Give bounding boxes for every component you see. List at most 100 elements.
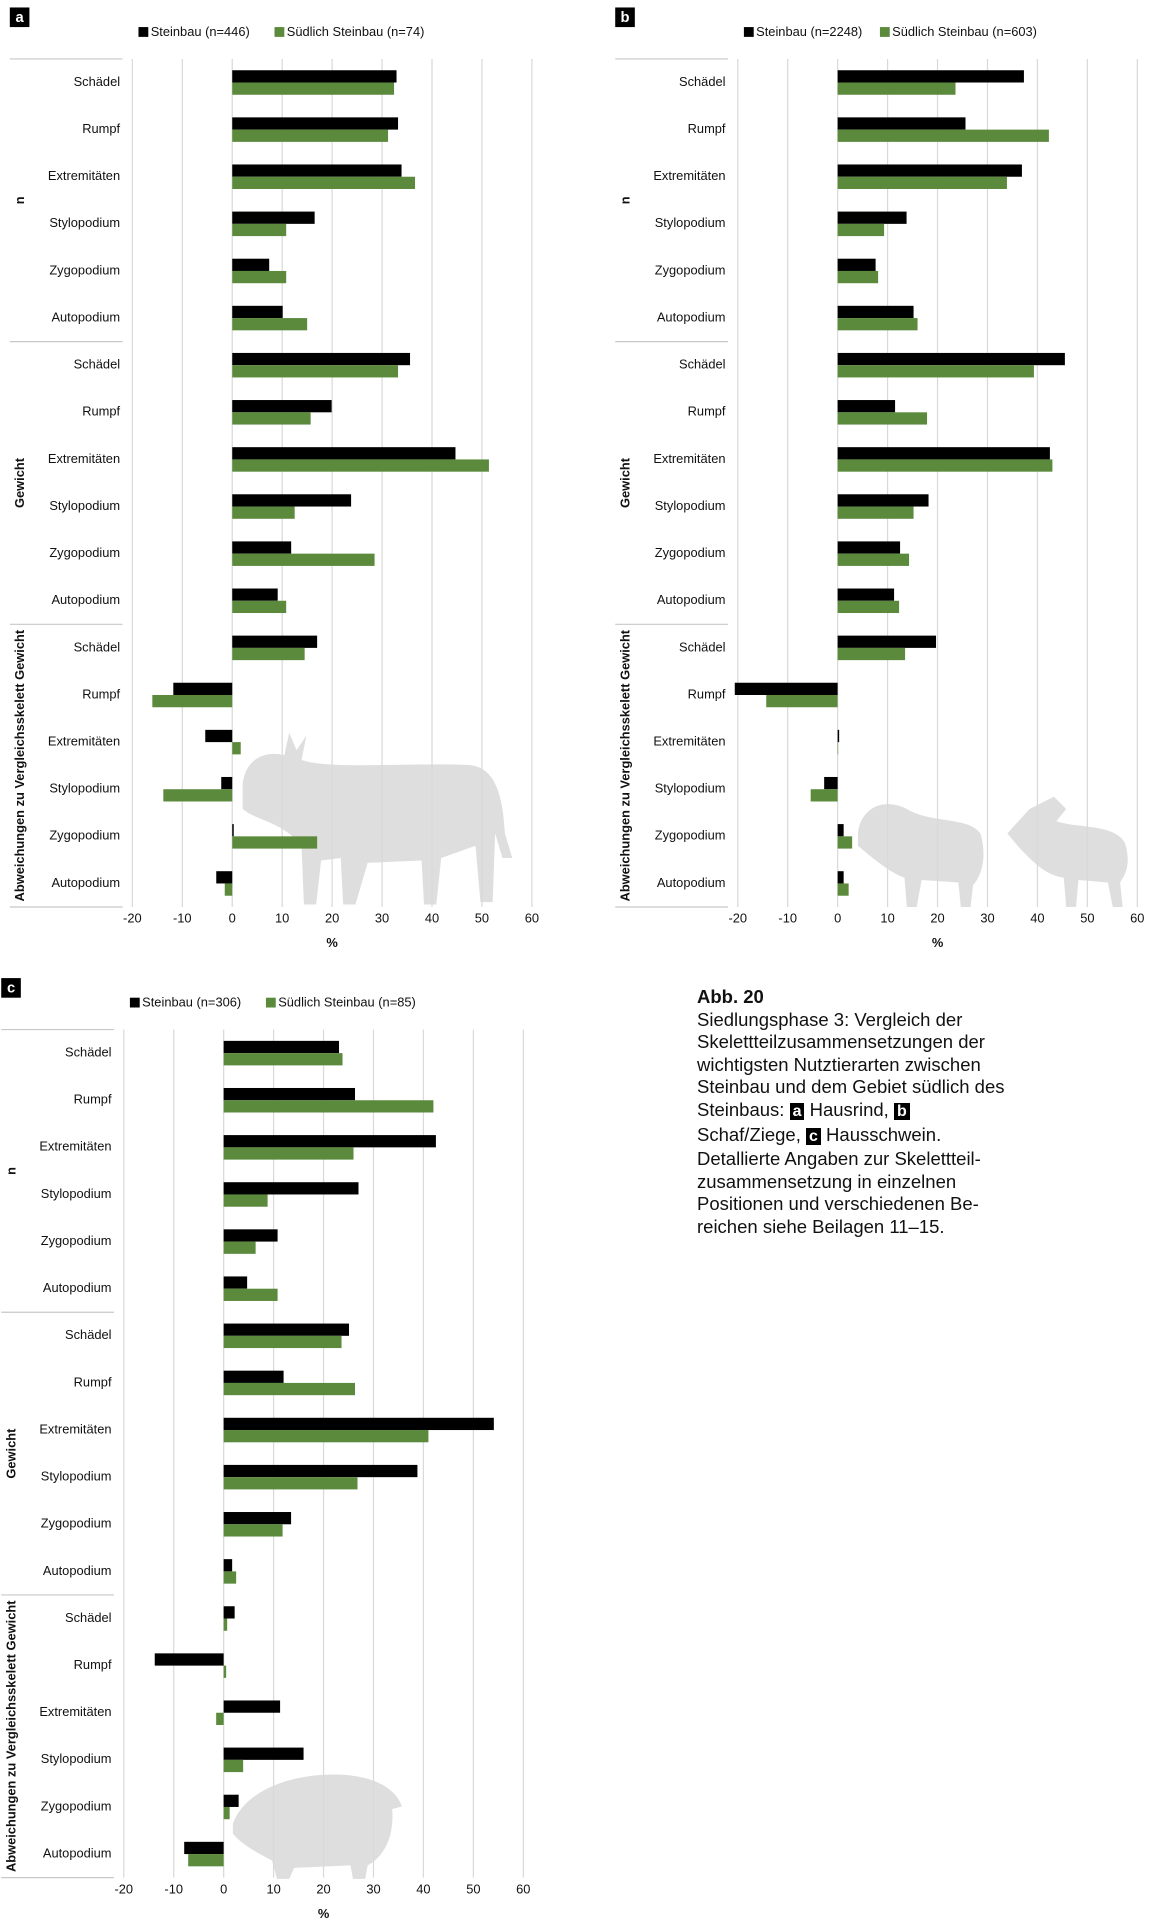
bar <box>837 223 885 237</box>
category-label: Autopodium <box>51 592 120 607</box>
bar <box>224 883 233 896</box>
x-tick-label: 40 <box>1030 911 1044 926</box>
bar <box>223 1606 235 1619</box>
sheep-silhouette <box>857 804 984 908</box>
category-label: Extremitäten <box>39 1421 111 1436</box>
caption-title: Abb. 20 <box>697 986 764 1007</box>
group-label: Abweichungen zu Vergleichsskelett Gewich… <box>618 629 633 901</box>
group-label: Abweichungen zu Vergleichsskelett Gewich… <box>12 629 27 901</box>
group-label: Gewicht <box>4 1428 19 1479</box>
x-tick-label: -10 <box>164 1881 183 1896</box>
x-tick-label: 40 <box>425 911 439 926</box>
bar <box>223 1053 343 1066</box>
category-label: Autopodium <box>43 1280 112 1295</box>
x-tick-label: 60 <box>525 911 539 926</box>
bar <box>216 871 233 884</box>
bar <box>837 824 844 837</box>
category-label: Zygopodium <box>41 1233 112 1248</box>
x-axis-label: % <box>318 1906 330 1921</box>
category-label: Extremitäten <box>48 168 120 183</box>
bar <box>232 588 278 601</box>
bar <box>221 776 233 790</box>
group-label: Gewicht <box>12 457 27 508</box>
legend-label: Steinbau (n=2248) <box>756 24 862 39</box>
bar <box>223 1524 283 1537</box>
category-label: Schädel <box>74 357 120 372</box>
bar <box>837 176 1007 189</box>
category-label: Schädel <box>65 1045 111 1060</box>
legend-swatch <box>265 997 276 1008</box>
bar <box>223 1147 354 1160</box>
category-label: Rumpf <box>82 121 120 136</box>
bar <box>232 129 389 142</box>
bar <box>837 836 853 849</box>
bar <box>173 682 233 695</box>
x-axis-label: % <box>326 935 338 950</box>
legend-label: Südlich Steinbau (n=85) <box>278 995 416 1010</box>
bar <box>837 729 840 743</box>
category-label: Schädel <box>65 1327 111 1342</box>
x-tick-label: 0 <box>229 911 236 926</box>
bar <box>766 694 838 708</box>
legend-label: Steinbau (n=306) <box>142 995 241 1010</box>
x-tick-label: -10 <box>173 911 192 926</box>
bar <box>837 164 1022 177</box>
bar <box>232 258 270 271</box>
bar <box>232 635 318 648</box>
category-label: Stylopodium <box>655 215 726 230</box>
category-label: Zygopodium <box>41 1798 112 1813</box>
bar <box>223 1100 434 1113</box>
category-label: Rumpf <box>74 1657 112 1672</box>
bar <box>232 412 311 425</box>
panel-letter: c <box>7 980 15 996</box>
bar <box>837 352 1065 366</box>
legend-swatch <box>743 27 754 37</box>
bar <box>232 270 287 284</box>
bar <box>837 883 849 896</box>
category-label: Autopodium <box>657 309 726 324</box>
category-label: Autopodium <box>51 309 120 324</box>
silhouettes <box>232 732 1128 1879</box>
caption-badge: c <box>806 1127 821 1145</box>
bar <box>837 494 929 507</box>
bar <box>223 1464 418 1478</box>
bar <box>223 1665 227 1678</box>
panel-letter: a <box>16 10 25 26</box>
bar <box>837 365 1034 378</box>
caption: Abb. 20 Siedlungsphase 3: Vergleich der S… <box>697 986 1017 1239</box>
bar <box>837 211 907 224</box>
x-tick-label: 40 <box>416 1881 430 1896</box>
bar <box>232 365 399 378</box>
bar <box>837 270 879 284</box>
category-label: Stylopodium <box>41 1469 112 1484</box>
bar <box>223 1794 239 1807</box>
bar <box>232 400 332 413</box>
x-tick-label: 50 <box>466 1881 480 1896</box>
bar <box>837 117 966 130</box>
x-tick-label: 20 <box>325 911 339 926</box>
bar <box>837 635 937 648</box>
bar <box>223 1370 284 1383</box>
x-tick-label: 60 <box>516 1881 530 1896</box>
x-tick-label: 10 <box>266 1881 280 1896</box>
legend-label: Südlich Steinbau (n=74) <box>287 24 425 39</box>
bar <box>232 742 241 755</box>
bar <box>232 600 287 614</box>
x-tick-label: 0 <box>220 1881 227 1896</box>
bar <box>223 1229 278 1242</box>
category-label: Extremitäten <box>48 451 120 466</box>
group-label: n <box>4 1167 19 1175</box>
caption-text: Siedlungsphase 3: Vergleich der Skelettt… <box>697 1008 1005 1120</box>
category-label: Stylopodium <box>49 498 120 513</box>
bar <box>837 588 895 601</box>
bar <box>837 447 1050 460</box>
x-tick-label: -20 <box>728 911 747 926</box>
bar <box>216 1712 224 1725</box>
bar <box>232 647 305 661</box>
category-label: Rumpf <box>688 404 726 419</box>
bar <box>232 164 402 177</box>
category-label: Zygopodium <box>655 545 726 560</box>
bar <box>232 541 292 554</box>
